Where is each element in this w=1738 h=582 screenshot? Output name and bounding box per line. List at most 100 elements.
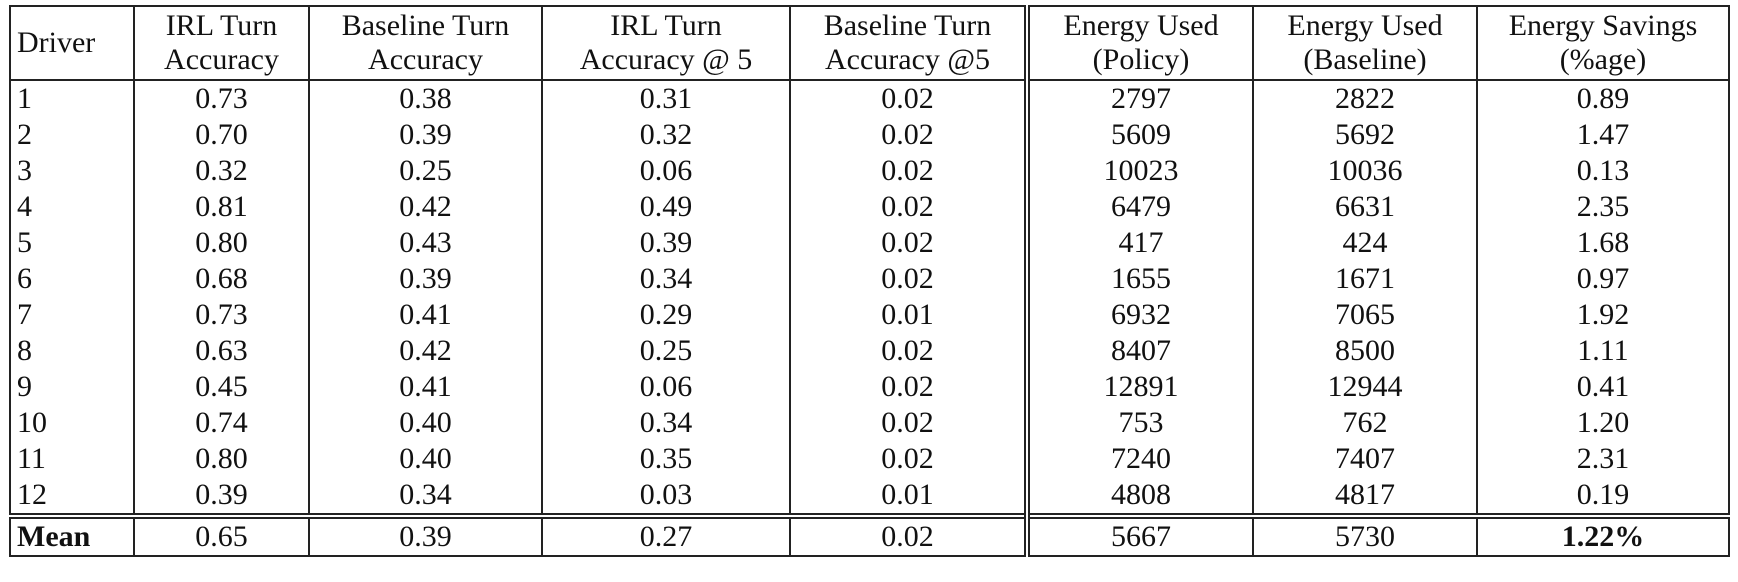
cell: 6 — [9, 261, 135, 297]
cell: 0.32 — [541, 117, 791, 153]
cell: 7407 — [1252, 441, 1478, 477]
data-row: 2 0.70 0.39 0.32 0.02 5609 5692 1.47 — [9, 117, 1730, 153]
cell: 0.35 — [541, 441, 791, 477]
cell: 0.34 — [541, 261, 791, 297]
cell: 12944 — [1252, 369, 1478, 405]
cell: 0.40 — [308, 405, 543, 441]
cell: 1655 — [1024, 261, 1254, 297]
header-cell: Energy Used (Baseline) — [1252, 5, 1478, 81]
cell: 2 — [9, 117, 135, 153]
cell: 0.02 — [789, 80, 1028, 117]
cell: 2.31 — [1476, 441, 1730, 477]
cell: 0.02 — [789, 117, 1028, 153]
header-line: Energy Used — [1287, 9, 1443, 42]
cell: 2.35 — [1476, 189, 1730, 225]
header-line: Energy Used — [1063, 9, 1219, 42]
cell: 6631 — [1252, 189, 1478, 225]
cell: 7 — [9, 297, 135, 333]
table-body: 1 0.73 0.38 0.31 0.02 2797 2822 0.89 2 0.70 0.39 0.… — [9, 80, 1730, 557]
data-row: 7 0.73 0.41 0.29 0.01 6932 7065 1.92 — [9, 297, 1730, 333]
cell: 1671 — [1252, 261, 1478, 297]
cell: 6479 — [1024, 189, 1254, 225]
cell: 0.45 — [133, 369, 310, 405]
cell: 8500 — [1252, 333, 1478, 369]
cell: 0.02 — [789, 441, 1028, 477]
header-cell: IRL Turn Accuracy @ 5 — [541, 5, 791, 81]
cell: 12 — [9, 477, 135, 516]
mean-cell: 5667 — [1024, 513, 1254, 557]
cell: 12891 — [1024, 369, 1254, 405]
header-line: Accuracy — [164, 43, 279, 76]
cell: 1.20 — [1476, 405, 1730, 441]
header-line: IRL Turn — [610, 9, 722, 42]
cell: 0.25 — [541, 333, 791, 369]
header-line: Baseline Turn — [341, 9, 510, 42]
cell: 0.02 — [789, 189, 1028, 225]
cell: 5 — [9, 225, 135, 261]
cell: 8407 — [1024, 333, 1254, 369]
cell: 0.06 — [541, 153, 791, 189]
header-line: (%age) — [1559, 43, 1647, 76]
cell: 0.73 — [133, 80, 310, 117]
data-row: 1 0.73 0.38 0.31 0.02 2797 2822 0.89 — [9, 80, 1730, 117]
cell: 7065 — [1252, 297, 1478, 333]
cell: 0.02 — [789, 225, 1028, 261]
cell: 0.63 — [133, 333, 310, 369]
cell: 0.80 — [133, 441, 310, 477]
header-line: Baseline Turn — [823, 9, 992, 42]
cell: 0.39 — [308, 117, 543, 153]
cell: 0.25 — [308, 153, 543, 189]
header-row: Driver IRL Turn Accuracy Baseline Turn Accur… — [9, 5, 1730, 81]
mean-cell: Mean — [9, 513, 135, 557]
data-row: 10 0.74 0.40 0.34 0.02 753 762 1.20 — [9, 405, 1730, 441]
data-row: 11 0.80 0.40 0.35 0.02 7240 7407 2.31 — [9, 441, 1730, 477]
cell: 0.34 — [308, 477, 543, 516]
header-cell: IRL Turn Accuracy — [133, 5, 310, 81]
cell: 2797 — [1024, 80, 1254, 117]
cell: 0.68 — [133, 261, 310, 297]
data-row: 6 0.68 0.39 0.34 0.02 1655 1671 0.97 — [9, 261, 1730, 297]
cell: 11 — [9, 441, 135, 477]
cell: 1 — [9, 80, 135, 117]
cell: 762 — [1252, 405, 1478, 441]
cell: 0.02 — [789, 369, 1028, 405]
cell: 4 — [9, 189, 135, 225]
cell: 0.43 — [308, 225, 543, 261]
cell: 0.32 — [133, 153, 310, 189]
cell: 0.41 — [308, 369, 543, 405]
cell: 8 — [9, 333, 135, 369]
header-cell: Energy Used (Policy) — [1024, 5, 1254, 81]
cell: 0.02 — [789, 333, 1028, 369]
cell: 0.34 — [541, 405, 791, 441]
header-line: Accuracy @5 — [824, 43, 991, 76]
cell: 0.19 — [1476, 477, 1730, 516]
cell: 0.39 — [541, 225, 791, 261]
cell: 10023 — [1024, 153, 1254, 189]
data-row: 8 0.63 0.42 0.25 0.02 8407 8500 1.11 — [9, 333, 1730, 369]
cell: 753 — [1024, 405, 1254, 441]
cell: 0.38 — [308, 80, 543, 117]
cell: 5609 — [1024, 117, 1254, 153]
cell: 0.31 — [541, 80, 791, 117]
cell: 0.39 — [133, 477, 310, 516]
mean-cell: 1.22% — [1476, 513, 1730, 557]
cell: 0.06 — [541, 369, 791, 405]
cell: 4808 — [1024, 477, 1254, 516]
cell: 0.49 — [541, 189, 791, 225]
cell: 0.42 — [308, 189, 543, 225]
data-row: 12 0.39 0.34 0.03 0.01 4808 4817 0.19 — [9, 477, 1730, 516]
cell: 424 — [1252, 225, 1478, 261]
cell: 0.41 — [308, 297, 543, 333]
header-line: Driver — [17, 26, 96, 59]
cell: 0.73 — [133, 297, 310, 333]
cell: 0.29 — [541, 297, 791, 333]
cell: 0.89 — [1476, 80, 1730, 117]
cell: 0.80 — [133, 225, 310, 261]
cell: 0.42 — [308, 333, 543, 369]
header-cell: Baseline Turn Accuracy — [308, 5, 543, 81]
cell: 0.70 — [133, 117, 310, 153]
mean-row: Mean 0.65 0.39 0.27 0.02 5667 5730 1.22% — [9, 513, 1730, 557]
header-line: (Policy) — [1092, 43, 1190, 76]
header-line: (Baseline) — [1303, 43, 1427, 76]
cell: 0.40 — [308, 441, 543, 477]
